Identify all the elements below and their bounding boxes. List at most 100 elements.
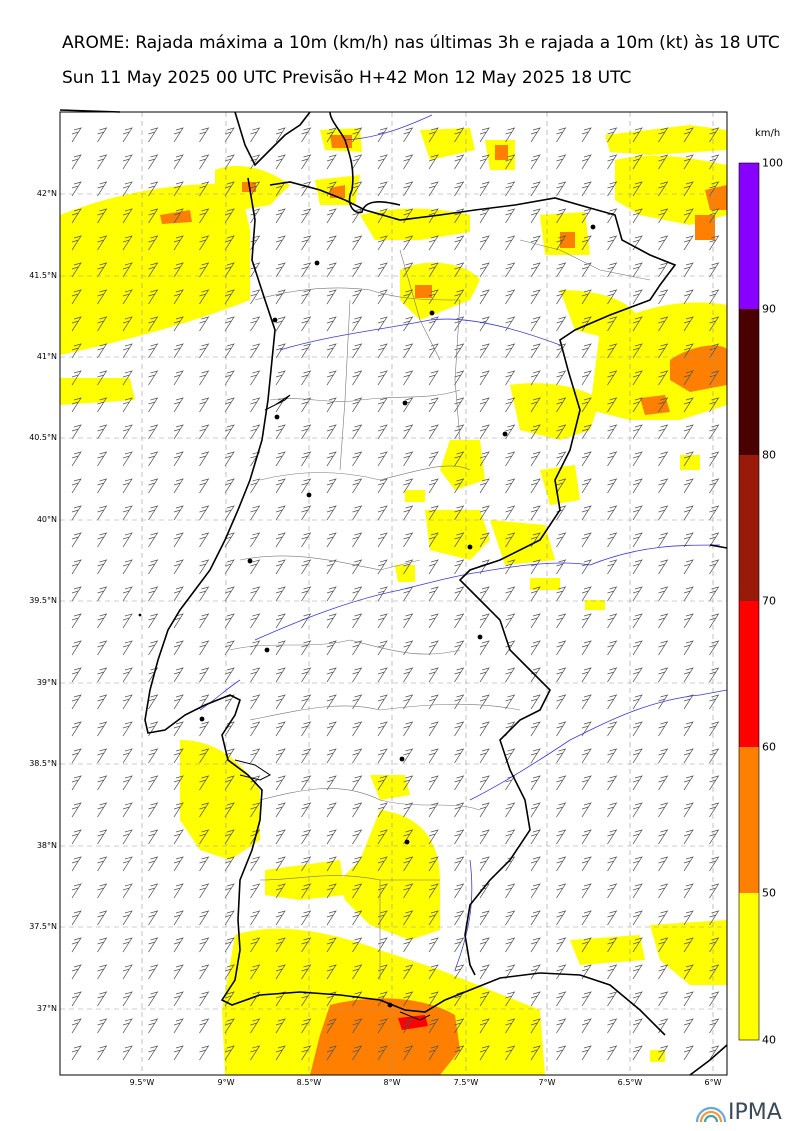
wind-barb	[301, 235, 312, 251]
wind-barb	[275, 802, 286, 818]
wind-barb	[428, 370, 439, 386]
wind-barb	[275, 370, 286, 386]
wind-barb	[658, 640, 669, 656]
wind-barb	[683, 397, 694, 413]
wind-barb	[683, 505, 694, 521]
wind-barb	[454, 910, 465, 926]
wind-barb	[122, 451, 133, 467]
wind-barb	[148, 802, 159, 818]
wind-barb	[275, 613, 286, 629]
ipma-logo: IPMA	[694, 1100, 782, 1125]
wind-barb	[97, 424, 108, 440]
wind-barb	[148, 451, 159, 467]
colorbar-tick: 50	[762, 886, 776, 900]
wind-barb	[199, 613, 210, 629]
wind-barb	[607, 586, 618, 602]
wind-barb	[479, 532, 490, 548]
wind-barb	[122, 613, 133, 629]
wind-barb	[658, 289, 669, 305]
wind-barb	[428, 613, 439, 629]
wind-barb	[403, 721, 414, 737]
wind-barb	[377, 856, 388, 872]
wind-barb	[199, 343, 210, 359]
wind-barb	[97, 262, 108, 278]
wind-barb	[326, 289, 337, 305]
wind-barb	[326, 262, 337, 278]
wind-barb	[683, 127, 694, 143]
wind-barb	[122, 856, 133, 872]
wind-barb	[658, 991, 669, 1007]
wind-barb	[199, 370, 210, 386]
wind-barb	[479, 397, 490, 413]
wind-barb	[173, 748, 184, 764]
wind-barb	[658, 154, 669, 170]
wind-barb	[505, 667, 516, 683]
wind-barb	[97, 1018, 108, 1034]
wind-barb	[377, 613, 388, 629]
wind-barb	[403, 829, 414, 845]
wind-barb	[403, 532, 414, 548]
wind-barb	[505, 829, 516, 845]
wind-barb	[173, 505, 184, 521]
wind-barb	[607, 964, 618, 980]
wind-barb	[250, 1018, 261, 1034]
rivers	[199, 114, 728, 971]
city-dots	[138, 224, 596, 1008]
wind-barb	[326, 532, 337, 548]
wind-barb	[97, 343, 108, 359]
wind-barb	[556, 775, 567, 791]
wind-barb	[454, 1045, 465, 1061]
wind-barb	[479, 721, 490, 737]
wind-barb	[479, 694, 490, 710]
wind-barb	[275, 883, 286, 899]
wind-barb	[250, 316, 261, 332]
wind-barb	[530, 181, 541, 197]
wind-barb	[581, 424, 592, 440]
wind-barb	[326, 316, 337, 332]
wind-barb	[658, 235, 669, 251]
wind-barb	[505, 505, 516, 521]
wind-barb	[658, 559, 669, 575]
wind-barb	[658, 775, 669, 791]
wind-barb	[71, 856, 82, 872]
wind-barb	[683, 289, 694, 305]
wind-barb	[530, 1045, 541, 1061]
wind-barb	[199, 856, 210, 872]
wind-barb	[148, 370, 159, 386]
map-subtitle: Sun 11 May 2025 00 UTC Previsão H+42 Mon…	[62, 68, 632, 88]
lat-label: 42°N	[36, 189, 57, 198]
wind-barb	[403, 316, 414, 332]
wind-barb	[454, 1018, 465, 1034]
wind-barb	[683, 343, 694, 359]
wind-barb	[122, 208, 133, 224]
wind-barb	[250, 370, 261, 386]
wind-barb	[658, 667, 669, 683]
wind-barb	[632, 370, 643, 386]
wind-barb	[122, 154, 133, 170]
wind-barb	[377, 451, 388, 467]
wind-barb	[301, 289, 312, 305]
wind-barb	[148, 127, 159, 143]
wind-barb	[658, 505, 669, 521]
wind-barb	[326, 613, 337, 629]
wind-barb	[607, 532, 618, 548]
wind-barb	[148, 235, 159, 251]
lon-label: 9°W	[217, 1078, 235, 1087]
wind-barb	[454, 289, 465, 305]
wind-barb	[454, 856, 465, 872]
wind-barb	[122, 883, 133, 899]
wind-barb	[71, 478, 82, 494]
wind-barb	[97, 451, 108, 467]
wind-barb	[530, 694, 541, 710]
wind-barb	[122, 397, 133, 413]
lon-label: 8.5°W	[296, 1078, 322, 1087]
wind-barb	[199, 235, 210, 251]
wind-barb	[199, 1045, 210, 1061]
wind-barb	[658, 343, 669, 359]
wind-barb	[377, 262, 388, 278]
wind-barb	[428, 721, 439, 737]
wind-barb	[122, 586, 133, 602]
wind-barb	[581, 397, 592, 413]
wind-barb	[530, 1018, 541, 1034]
wind-barb	[122, 721, 133, 737]
